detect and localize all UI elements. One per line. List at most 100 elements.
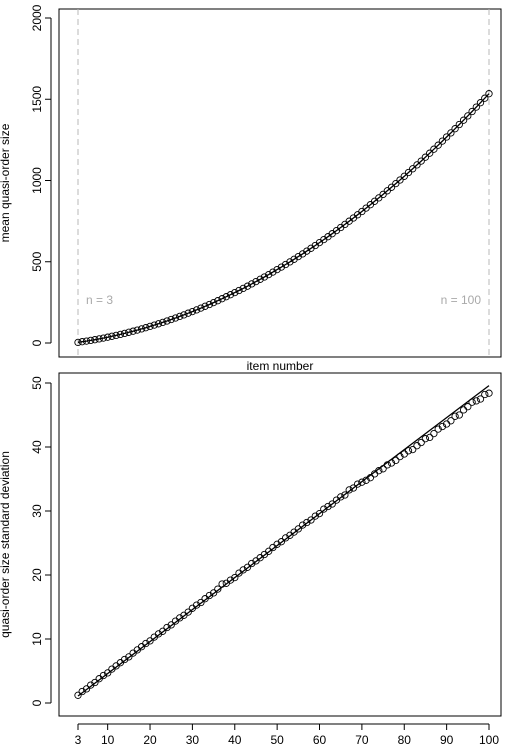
data-point [366,474,375,482]
plot-frame [58,372,502,717]
data-point [146,637,154,645]
data-point [451,125,459,133]
data-point [451,412,459,420]
data-point [409,445,417,454]
data-point [438,422,447,431]
data-point [311,512,319,520]
data-point [78,338,86,346]
data-point [129,327,137,335]
data-point [324,502,332,511]
x-tick-label: 60 [313,733,327,747]
y-tick-label: 30 [30,504,44,518]
data-point [78,687,86,696]
data-point [392,456,400,465]
data-point [476,395,485,403]
data-point [154,630,163,638]
data-point [91,336,99,344]
data-point [464,112,472,120]
data-point [387,183,396,191]
data-point [273,265,281,274]
data-point [476,99,485,107]
fit-line [77,93,490,344]
data-point [243,563,252,571]
y-tick-label: 1500 [30,86,44,113]
data-point [400,172,408,180]
data-point [379,465,387,473]
data-point [163,317,171,325]
data-point [125,653,133,661]
data-point [362,476,370,484]
data-point [485,90,493,98]
data-point [307,516,315,524]
data-point [112,331,120,340]
data-point [392,179,400,188]
data-point [442,133,451,141]
x-tick-label: 20 [143,733,157,747]
data-point [150,321,158,329]
data-point [286,258,294,266]
data-point [218,580,226,588]
data-point [159,627,167,635]
data-point [447,129,455,137]
data-point [455,120,463,129]
data-point [281,534,290,542]
data-point [281,260,290,269]
data-point [74,691,82,699]
data-point [375,467,383,475]
y-tick-label: 1000 [30,167,44,194]
data-point [95,335,103,343]
data-point [472,103,480,111]
data-point [197,304,205,312]
data-point [209,589,218,597]
data-point [455,411,463,419]
data-point [404,168,413,177]
y-axis-title: quasi-order size standard deviation [0,451,12,638]
x-tick-label: 40 [228,733,242,747]
data-point [426,149,434,157]
data-point [337,493,345,501]
data-point [459,116,468,124]
data-point [404,447,413,455]
data-point [413,161,421,169]
data-point [184,309,192,317]
data-point [243,282,252,290]
x-tick-label: 30 [186,733,200,747]
data-point [176,614,184,622]
data-point [99,334,108,342]
data-point [231,573,239,582]
data-point [447,417,455,425]
data-point [82,685,91,693]
data-point [248,280,256,288]
data-point [485,389,493,397]
data-point [167,621,175,629]
data-point [349,484,358,492]
data-point [481,390,489,399]
data-point [417,438,425,447]
data-point [277,263,286,271]
data-point [472,397,480,405]
data-point [163,623,171,632]
data-point [315,509,324,518]
data-point [468,398,476,406]
data-point [218,295,226,303]
data-point [413,442,421,450]
data-point [108,332,116,340]
data-point [180,311,188,319]
data-point [197,598,205,607]
data-point [154,320,163,328]
data-point [248,559,256,568]
data-point [265,270,273,279]
y-tick-label: 2000 [30,4,44,31]
data-point [239,284,247,293]
data-point [176,312,184,321]
data-point [91,678,99,687]
data-point [99,671,108,680]
data-point [417,157,425,165]
data-point [328,500,336,508]
data-point [171,314,180,322]
data-point [192,601,201,609]
data-point [256,275,264,283]
data-point [269,268,277,276]
y-tick-label: 40 [30,440,44,454]
x-tick-label: 100 [479,733,499,747]
